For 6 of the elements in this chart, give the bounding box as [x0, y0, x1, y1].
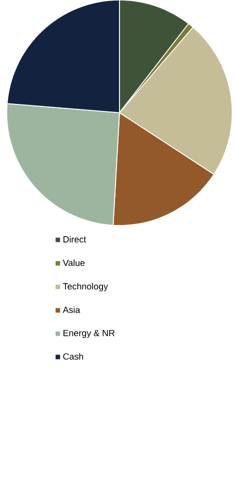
legend-label: Asia	[62, 306, 80, 313]
legend-label: Technology	[62, 282, 108, 292]
legend-label: Cash	[63, 353, 83, 360]
legend-label: Value	[62, 259, 84, 266]
legend-label: Energy & NR	[63, 330, 114, 338]
legend-label: Direct	[63, 236, 86, 243]
